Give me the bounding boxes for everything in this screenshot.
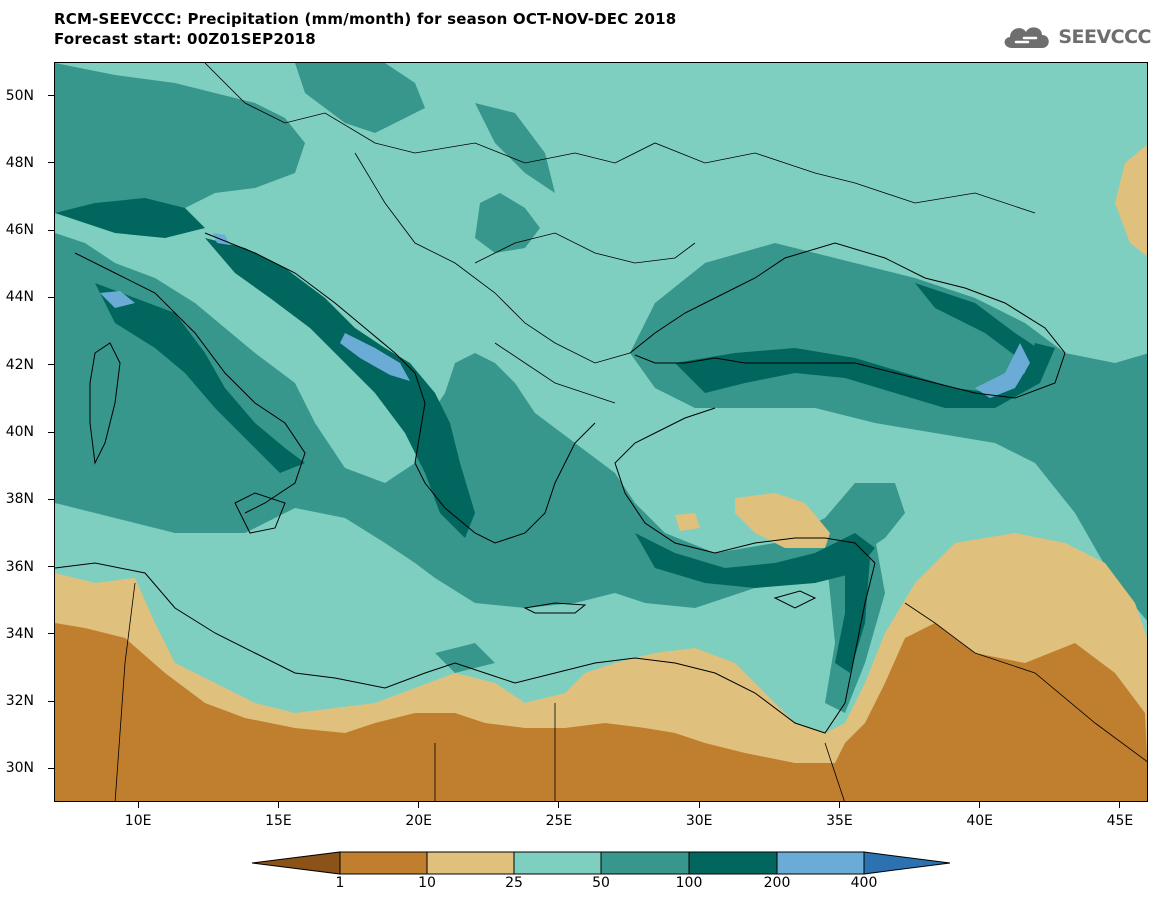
field-50-100-north xyxy=(475,103,555,193)
field-200-400-corsica xyxy=(100,291,135,308)
colorbar-label: 400 xyxy=(850,875,878,891)
forecast-start-label: Forecast start: 00Z01SEP2018 xyxy=(54,30,316,48)
lon-tick-label: 15E xyxy=(265,813,292,829)
colorbar-label: 200 xyxy=(763,875,791,891)
seevccc-logo: SEEVCCC xyxy=(998,20,1151,54)
lon-tick-mark xyxy=(277,802,279,808)
field-10-25-anatolia xyxy=(735,493,830,548)
lon-tick-mark xyxy=(558,802,560,808)
colorbar-under-triangle xyxy=(251,851,341,875)
colorbar-bin-50-100 xyxy=(600,851,690,875)
country-borders xyxy=(114,63,1147,801)
field-100-200-caucasus xyxy=(915,283,1045,363)
colorbar-bin-25-50 xyxy=(513,851,602,875)
lat-tick-mark xyxy=(48,498,54,500)
lon-tick-mark xyxy=(698,802,700,808)
lat-tick-mark xyxy=(48,431,54,433)
lat-tick-label: 50N xyxy=(5,87,34,104)
field-10-25-east xyxy=(1115,144,1147,257)
lat-tick-mark xyxy=(48,95,54,97)
lon-tick-mark xyxy=(838,802,840,808)
lat-tick-label: 34N xyxy=(5,625,34,642)
lat-tick-label: 42N xyxy=(5,356,34,373)
colorbar-bin-1-10 xyxy=(339,851,428,875)
field-100-200-turkey-south xyxy=(635,533,875,588)
lat-tick-mark xyxy=(48,364,54,366)
field-100-200-alps xyxy=(55,198,205,238)
colorbar-label: 1 xyxy=(335,875,345,891)
field-50-100-carpathians xyxy=(475,193,540,253)
field-50-100-tunisia xyxy=(435,643,495,673)
colorbar-label: 10 xyxy=(418,875,436,891)
lon-tick-label: 30E xyxy=(685,813,713,829)
lon-tick-label: 20E xyxy=(405,813,432,829)
colorbar-bin-10-25 xyxy=(426,851,515,875)
lat-tick-mark xyxy=(48,633,54,635)
precipitation-map xyxy=(54,62,1148,802)
coastlines xyxy=(55,232,1066,734)
lat-tick-mark xyxy=(48,162,54,164)
lat-tick-label: 46N xyxy=(5,222,34,239)
field-100-200-black-sea-south xyxy=(675,343,1055,408)
colorbar-label: 100 xyxy=(675,875,703,891)
colorbar-bin-200-400 xyxy=(776,851,865,875)
map-canvas xyxy=(55,63,1147,801)
lat-tick-label: 32N xyxy=(5,693,34,710)
field-200-400-caucasus xyxy=(975,343,1030,398)
field-50-100-alps-east xyxy=(295,63,425,133)
lon-tick-mark xyxy=(1119,802,1121,808)
chart-title: RCM-SEEVCCC: Precipitation (mm/month) fo… xyxy=(54,10,677,28)
lat-tick-mark xyxy=(48,767,54,769)
colorbar-graphic xyxy=(251,851,951,875)
field-10-25-anatolia-west xyxy=(675,513,700,531)
field-1-10-africa xyxy=(55,623,1147,801)
lon-tick-mark xyxy=(418,802,420,808)
lon-tick-label: 10E xyxy=(124,813,152,829)
colorbar-label: 50 xyxy=(592,875,610,891)
field-100-200-adriatic xyxy=(205,238,475,538)
colorbar-bin-100-200 xyxy=(688,851,778,875)
cloud-icon xyxy=(1004,27,1050,48)
lat-tick-mark xyxy=(48,296,54,298)
lon-tick-label: 35E xyxy=(826,813,853,829)
field-100-200-levant xyxy=(835,553,870,673)
lat-tick-label: 30N xyxy=(5,760,34,777)
lon-tick-label: 40E xyxy=(966,813,994,829)
colorbar-label: 25 xyxy=(505,875,523,891)
field-50-100-alps xyxy=(55,63,305,223)
lon-tick-label: 25E xyxy=(545,813,573,829)
logo-text: SEEVCCC xyxy=(1058,26,1151,48)
lat-tick-label: 44N xyxy=(5,289,34,306)
lat-tick-mark xyxy=(48,229,54,231)
field-200-400-dalmatia xyxy=(340,333,410,381)
field-200-400-istria xyxy=(213,233,230,245)
lat-tick-label: 48N xyxy=(5,154,34,171)
lat-tick-label: 36N xyxy=(5,558,34,575)
colorbar-over-triangle xyxy=(863,851,951,875)
lat-tick-label: 38N xyxy=(5,491,34,508)
lat-tick-mark xyxy=(48,700,54,702)
field-50-100-mediterranean xyxy=(55,233,905,608)
lat-tick-mark xyxy=(48,566,54,568)
lat-tick-label: 40N xyxy=(5,424,34,440)
lon-tick-mark xyxy=(137,802,139,808)
lon-tick-mark xyxy=(979,802,981,808)
field-100-200-italy xyxy=(95,283,305,473)
lon-tick-label: 45E xyxy=(1106,813,1134,829)
